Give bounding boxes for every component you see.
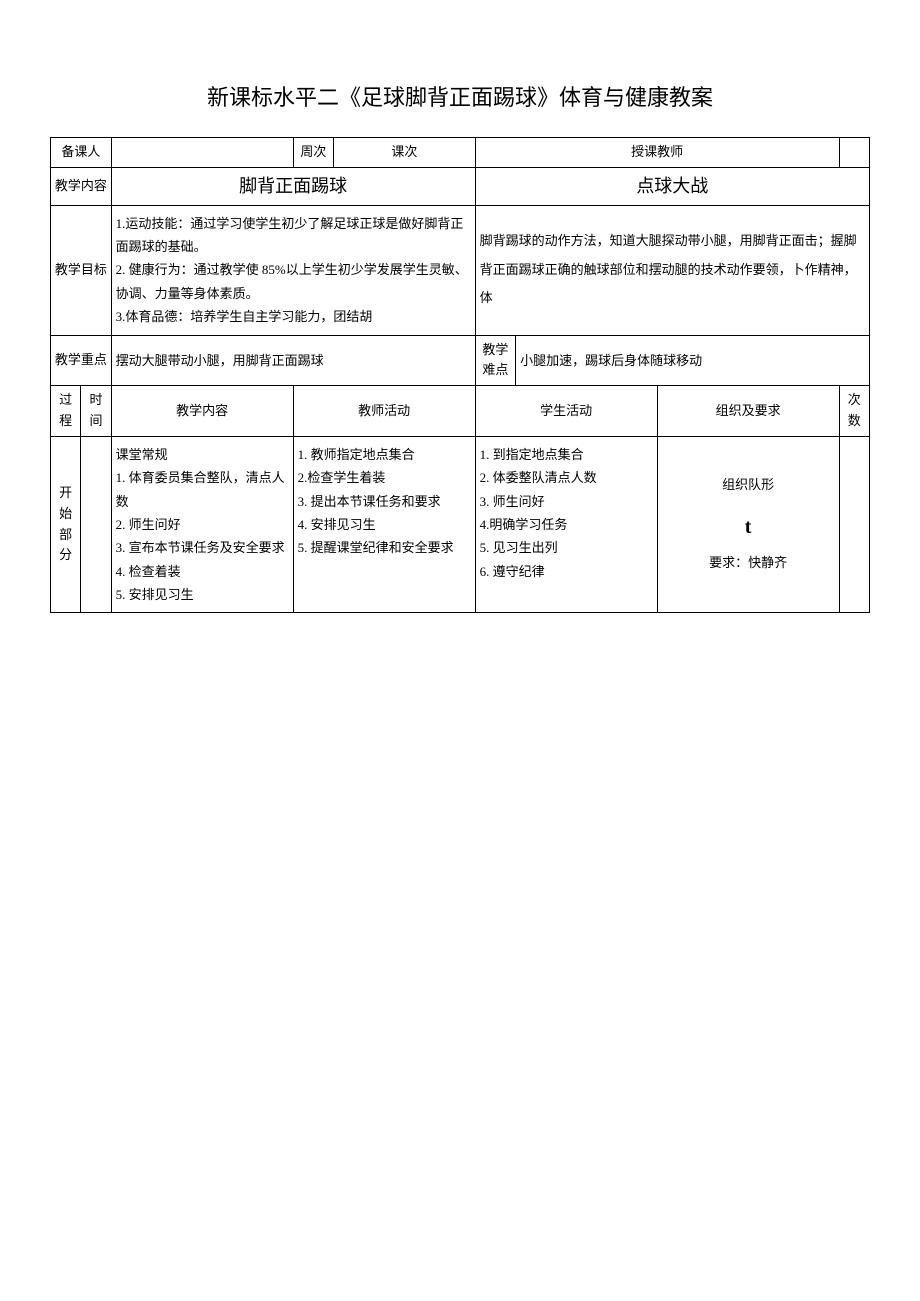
- student-activity-start: 1. 到指定地点集合 2. 体委整队清点人数 3. 师生问好 4.明确学习任务 …: [475, 436, 657, 613]
- lesson-plan-table: 备课人 周次 课次 授课教师 教学内容 脚背正面踢球 点球大战 教学目标 1.运…: [50, 137, 870, 613]
- label-preparer: 备课人: [51, 138, 112, 168]
- col-formation: 组织及要求: [657, 386, 839, 437]
- formation-requirement: 要求：快静齐: [662, 553, 835, 574]
- content-row: 教学内容 脚背正面踢球 点球大战: [51, 167, 870, 205]
- teacher-activity-start: 1. 教师指定地点集合 2.检查学生着装 3. 提出本节课任务和要求 4. 安排…: [293, 436, 475, 613]
- goals-row: 教学目标 1.运动技能：通过学习使学生初少了解足球正球是做好脚背正面踢球的基础。…: [51, 205, 870, 335]
- time-start: [81, 436, 111, 613]
- label-teacher: 授课教师: [475, 138, 839, 168]
- teaching-content-start: 课堂常规 1. 体育委员集合整队，清点人数 2. 师生问好 3. 宣布本节课任务…: [111, 436, 293, 613]
- label-goals: 教学目标: [51, 205, 112, 335]
- value-preparer: [111, 138, 293, 168]
- count-start: [839, 436, 869, 613]
- col-teaching-content: 教学内容: [111, 386, 293, 437]
- subheader-row: 过程 时间 教学内容 教师活动 学生活动 组织及要求 次数: [51, 386, 870, 437]
- keypoints-row: 教学重点 摆动大腿带动小腿，用脚背正面踢球 教学难点 小腿加速，踢球后身体随球移…: [51, 335, 870, 386]
- keypoint-content: 摆动大腿带动小腿，用脚背正面踢球: [111, 335, 475, 386]
- label-week: 周次: [293, 138, 333, 168]
- goals-left: 1.运动技能：通过学习使学生初少了解足球正球是做好脚背正面踢球的基础。 2. 健…: [111, 205, 475, 335]
- label-teaching-content: 教学内容: [51, 167, 112, 205]
- label-difficulty: 教学难点: [475, 335, 515, 386]
- formation-start: 组织队形 t 要求：快静齐: [657, 436, 839, 613]
- label-lesson: 课次: [334, 138, 476, 168]
- header-row: 备课人 周次 课次 授课教师: [51, 138, 870, 168]
- goals-right: 脚背踢球的动作方法，知道大腿探动带小腿，用脚背正面击；握脚背正面踢球正确的触球部…: [475, 205, 869, 335]
- label-keypoint: 教学重点: [51, 335, 112, 386]
- stage-start: 开始部分: [51, 436, 81, 613]
- col-student-activity: 学生活动: [475, 386, 657, 437]
- formation-label: 组织队形: [662, 475, 835, 496]
- col-stage: 过程: [51, 386, 81, 437]
- teacher-icon: t: [745, 511, 752, 543]
- col-teacher-activity: 教师活动: [293, 386, 475, 437]
- col-time: 时间: [81, 386, 111, 437]
- col-count: 次数: [839, 386, 869, 437]
- value-teacher: [839, 138, 869, 168]
- start-section-row: 开始部分 课堂常规 1. 体育委员集合整队，清点人数 2. 师生问好 3. 宣布…: [51, 436, 870, 613]
- difficulty-content: 小腿加速，踢球后身体随球移动: [516, 335, 870, 386]
- page-title: 新课标水平二《足球脚背正面踢球》体育与健康教案: [50, 80, 870, 112]
- content-left: 脚背正面踢球: [111, 167, 475, 205]
- content-right: 点球大战: [475, 167, 869, 205]
